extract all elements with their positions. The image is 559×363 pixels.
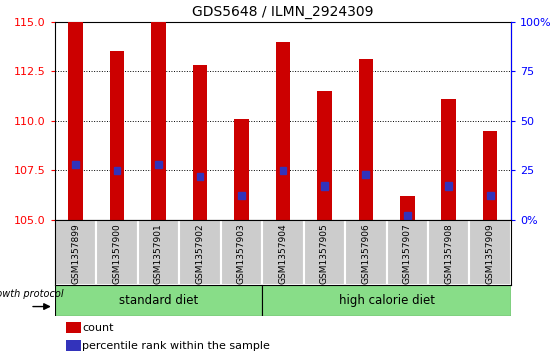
Bar	[197, 172, 203, 180]
Bar	[483, 131, 498, 220]
Text: percentile rank within the sample: percentile rank within the sample	[82, 341, 270, 351]
Bar	[110, 52, 124, 220]
Text: GSM1357900: GSM1357900	[112, 223, 121, 284]
Text: GSM1357906: GSM1357906	[361, 223, 370, 284]
Bar	[72, 161, 79, 168]
Text: count: count	[82, 323, 114, 333]
Bar	[262, 220, 304, 285]
Bar	[138, 220, 179, 285]
Bar	[442, 99, 456, 220]
Bar	[358, 60, 373, 220]
Text: GSM1357908: GSM1357908	[444, 223, 453, 284]
Bar	[66, 340, 81, 351]
Bar	[487, 192, 494, 199]
Bar	[262, 285, 511, 316]
Title: GDS5648 / ILMN_2924309: GDS5648 / ILMN_2924309	[192, 5, 373, 19]
Bar	[55, 285, 262, 316]
Bar	[276, 41, 290, 220]
Text: high calorie diet: high calorie diet	[339, 294, 434, 307]
Bar	[280, 167, 286, 174]
Text: GSM1357901: GSM1357901	[154, 223, 163, 284]
Bar	[321, 183, 328, 189]
Bar	[151, 20, 165, 220]
Text: GSM1357899: GSM1357899	[71, 223, 80, 284]
Bar	[66, 322, 81, 333]
Bar	[179, 220, 221, 285]
Bar	[386, 220, 428, 285]
Text: GSM1357904: GSM1357904	[278, 223, 287, 284]
Text: growth protocol: growth protocol	[0, 289, 64, 299]
Text: GSM1357902: GSM1357902	[196, 223, 205, 284]
Bar	[446, 183, 452, 189]
Bar	[234, 119, 249, 220]
Bar	[400, 196, 415, 220]
Bar	[345, 220, 386, 285]
Bar	[68, 22, 83, 220]
Bar	[404, 212, 410, 219]
Bar	[96, 220, 138, 285]
Bar	[55, 220, 96, 285]
Bar	[428, 220, 470, 285]
Text: GSM1357909: GSM1357909	[486, 223, 495, 284]
Bar	[304, 220, 345, 285]
Bar	[317, 91, 331, 220]
Bar	[113, 167, 120, 174]
Text: GSM1357905: GSM1357905	[320, 223, 329, 284]
Bar	[362, 171, 369, 178]
Bar	[238, 192, 245, 199]
Text: GSM1357903: GSM1357903	[237, 223, 246, 284]
Text: GSM1357907: GSM1357907	[402, 223, 412, 284]
Bar	[221, 220, 262, 285]
Bar	[155, 161, 162, 168]
Text: standard diet: standard diet	[119, 294, 198, 307]
Bar	[193, 65, 207, 220]
Bar	[470, 220, 511, 285]
